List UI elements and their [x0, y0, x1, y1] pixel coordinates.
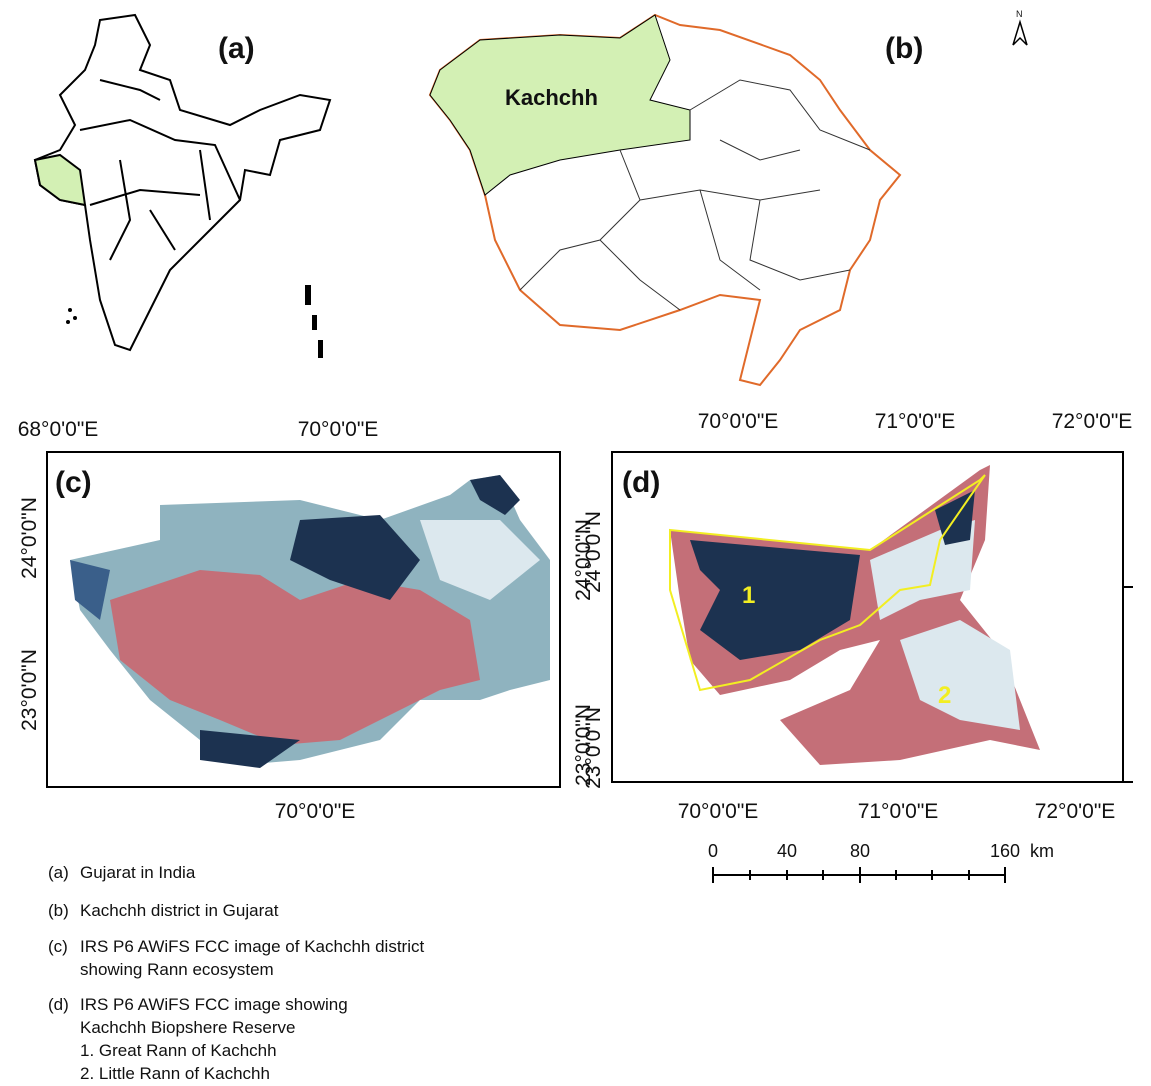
site-marker: 1 [742, 582, 755, 609]
caption-marker: (d) [48, 995, 69, 1014]
left-tick-label: 24°0'0"N [18, 497, 41, 579]
bottom-tick-label: 70°0'0"E [678, 800, 759, 823]
islands [66, 285, 323, 358]
left-tick-label: 23°0'0"N [18, 649, 41, 731]
panel-label: (d) [622, 466, 660, 499]
top-tick-label: 70°0'0"E [698, 410, 779, 433]
panel-label: (c) [55, 466, 92, 499]
site-marker: 2 [938, 682, 951, 709]
caption-marker: (c) [48, 937, 68, 956]
scale-label: 80 [850, 841, 870, 861]
bottom-tick-label: 71°0'0"E [858, 800, 939, 823]
scale-label: 40 [777, 841, 797, 861]
caption-line: 2. Little Rann of Kachchh [80, 1064, 270, 1083]
figure: (a) (b) Kachchh N (c) 68°0'0"E 70°0'0"E … [0, 0, 1151, 1086]
top-tick-label: 72°0'0"E [1052, 410, 1133, 433]
bottom-tick-label: 70°0'0"E [275, 800, 356, 823]
scale-label: 0 [708, 841, 718, 861]
top-tick-label: 71°0'0"E [875, 410, 956, 433]
caption-line: showing Rann ecosystem [80, 960, 274, 979]
scale-bar [713, 867, 1005, 883]
top-tick-label: 70°0'0"E [298, 418, 379, 441]
panel-label: (a) [218, 32, 255, 65]
caption-line: IRS P6 AWiFS FCC image of Kachchh distri… [80, 937, 424, 956]
caption-line: Kachchh district in Gujarat [80, 901, 279, 920]
caption-marker: (b) [48, 901, 69, 920]
caption-marker: (a) [48, 863, 69, 882]
bottom-tick-label: 72°0'0"E [1035, 800, 1116, 823]
scale-unit: km [1030, 841, 1054, 861]
caption-line: Kachchh Biopshere Reserve [80, 1018, 295, 1037]
left-tick-label: 24°0'0"N [582, 511, 605, 593]
left-tick-label: 23°0'0"N [582, 707, 605, 789]
scale-label: 160 [990, 841, 1020, 861]
caption-line: IRS P6 AWiFS FCC image showing [80, 995, 348, 1014]
top-tick-label: 68°0'0"E [18, 418, 99, 441]
north-label: N [1016, 9, 1023, 19]
caption-line: Gujarat in India [80, 863, 196, 882]
district-label: Kachchh [505, 85, 598, 110]
gujarat-highlight [35, 155, 85, 205]
panel-label: (b) [885, 32, 923, 65]
north-arrow [1013, 22, 1027, 45]
caption-line: 1. Great Rann of Kachchh [80, 1041, 277, 1060]
